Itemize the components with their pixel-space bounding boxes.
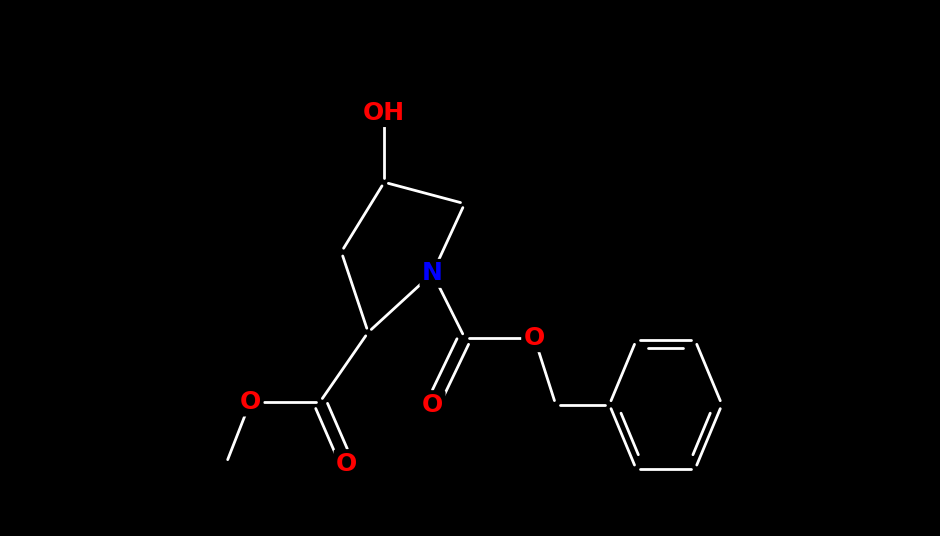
Text: N: N <box>422 262 443 285</box>
Text: O: O <box>524 326 545 349</box>
Text: O: O <box>422 393 443 416</box>
Text: O: O <box>240 390 261 414</box>
Text: OH: OH <box>363 101 405 124</box>
Text: O: O <box>337 452 357 475</box>
